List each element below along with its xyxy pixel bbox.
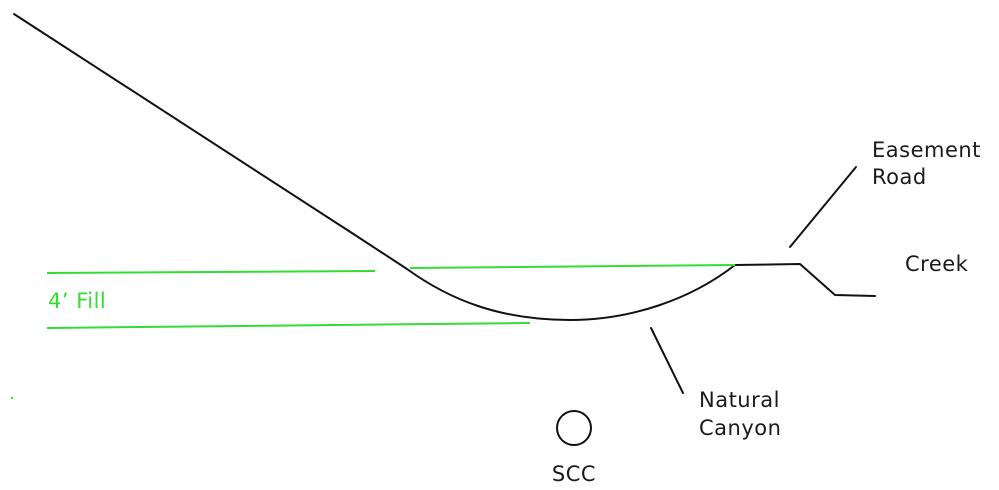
easement-road-label: Easement Road	[872, 138, 988, 189]
fill-marker-dot	[10, 396, 14, 400]
scc-pipe-circle	[556, 410, 592, 446]
easement-road-label-line-2: Road	[872, 165, 927, 189]
natural-canyon-label: Natural Canyon	[699, 388, 787, 440]
natural-canyon-label-line-1: Natural	[699, 388, 780, 412]
scc-label: SCC	[552, 462, 596, 486]
fill-top-right-line	[409, 264, 736, 269]
creek-label: Creek	[905, 252, 969, 276]
natural-canyon-label-line-2: Canyon	[699, 416, 781, 440]
easement-road-label-line-1: Easement	[872, 138, 981, 162]
fill-bottom-line	[46, 322, 531, 329]
terrain-profile	[13, 13, 876, 321]
easement-road-leader	[789, 166, 857, 248]
fill-label: 4’ Fill	[48, 289, 106, 313]
natural-canyon-leader	[650, 327, 684, 394]
fill-top-left-line	[46, 270, 376, 274]
